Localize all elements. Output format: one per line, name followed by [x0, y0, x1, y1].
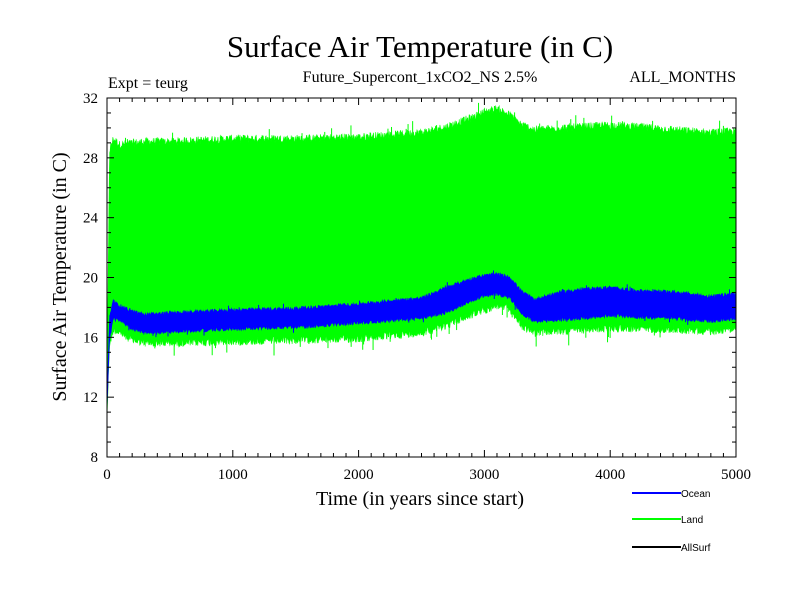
- y-tick-label: 16: [83, 330, 99, 346]
- x-tick-label: 0: [103, 467, 111, 483]
- y-axis-label: Surface Air Temperature (in C): [49, 152, 71, 401]
- y-tick-label: 28: [83, 151, 98, 167]
- chart-subtitle: Future_Supercont_1xCO2_NS 2.5%: [303, 69, 538, 86]
- y-tick-label: 12: [83, 390, 98, 406]
- x-tick-label: 4000: [595, 467, 625, 483]
- chart-title: Surface Air Temperature (in C): [227, 29, 613, 64]
- axes: 0 1000 2000 3000 4000 5000 8 12 16 20 24 28 32: [83, 91, 751, 483]
- y-tick-label: 24: [83, 211, 99, 227]
- legend-label-land: Land: [681, 515, 703, 526]
- y-tick-label: 32: [83, 91, 98, 107]
- plot-area: [106, 102, 737, 418]
- series-land-band: [106, 104, 737, 418]
- x-axis-label: Time (in years since start): [316, 488, 524, 510]
- x-tick-label: 3000: [469, 467, 499, 483]
- experiment-label: Expt = teurg: [108, 75, 188, 92]
- legend-label-allsurf: AllSurf: [681, 543, 711, 554]
- legend-label-ocean: Ocean: [681, 489, 710, 500]
- x-tick-label: 2000: [344, 467, 374, 483]
- legend: Ocean Land AllSurf: [632, 489, 711, 554]
- series-ocean-spikes: [128, 270, 731, 338]
- series-land-spikes: [124, 102, 724, 356]
- y-tick-label: 8: [91, 450, 99, 466]
- x-tick-label: 1000: [218, 467, 248, 483]
- months-label: ALL_MONTHS: [629, 69, 736, 86]
- y-tick-label: 20: [83, 271, 98, 287]
- x-tick-label: 5000: [721, 467, 751, 483]
